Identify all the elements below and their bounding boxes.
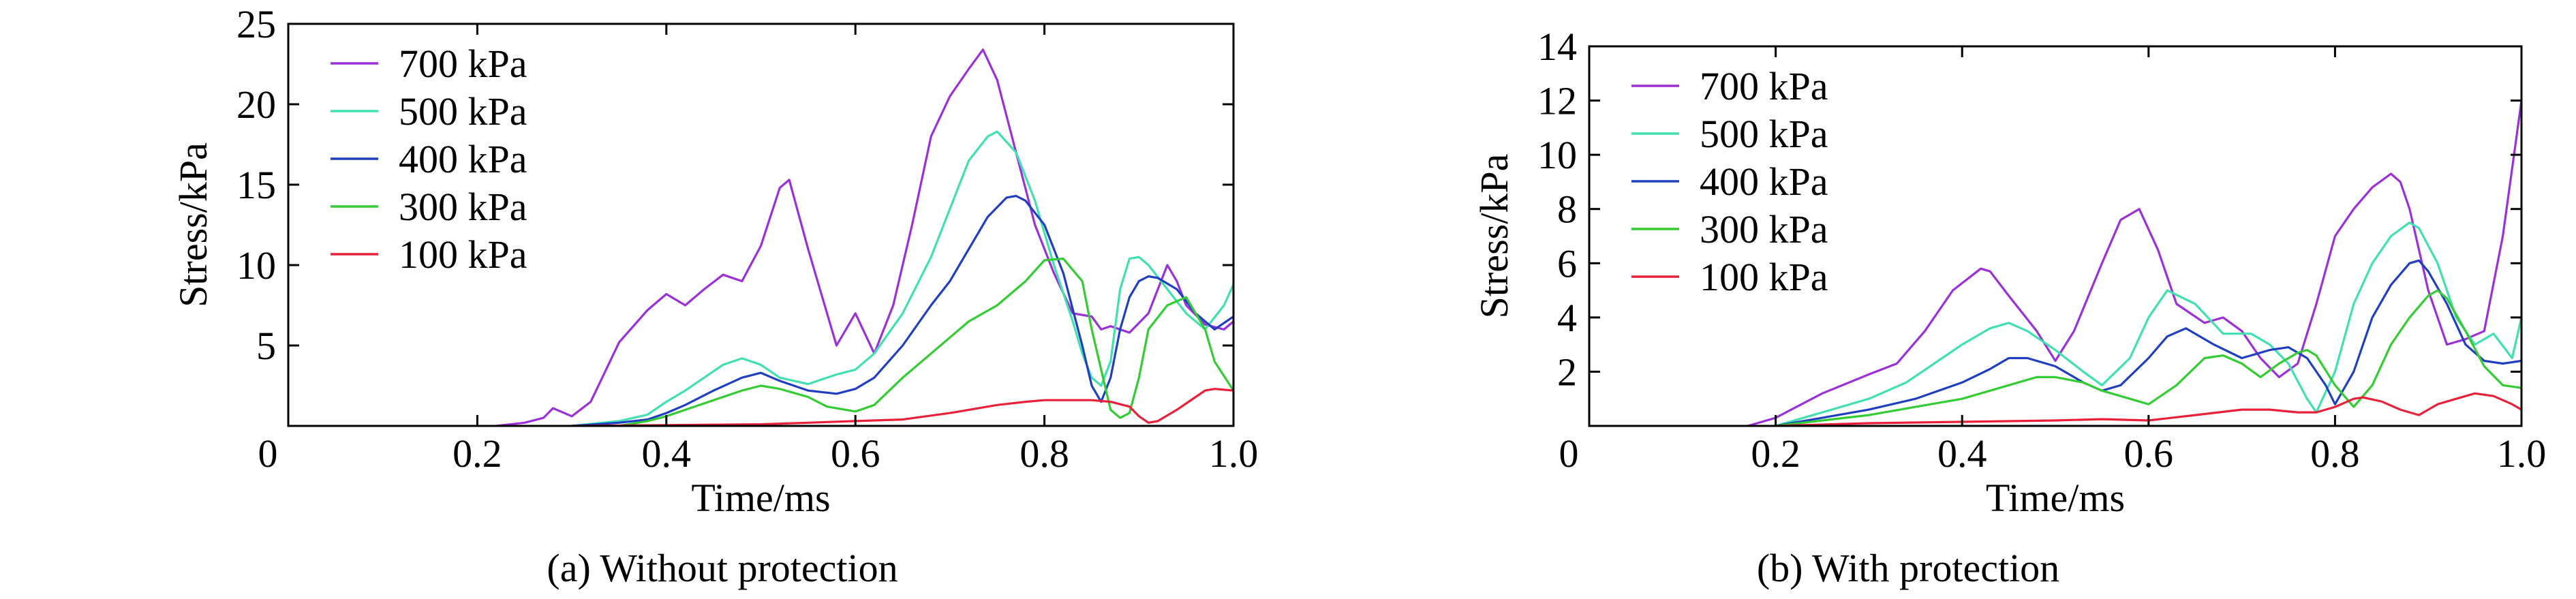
chart-with-protection: 0 0.2 0.4 0.6 0.8 1.0 2 4 6 8 10 12 14 Time/ms Stress/… bbox=[1472, 25, 2547, 520]
legend-label: 500 kPa bbox=[1700, 112, 1828, 156]
series-line-500-kpa bbox=[570, 130, 1233, 426]
legend-label: 300 kPa bbox=[1700, 207, 1828, 251]
y-tick-label: 8 bbox=[1557, 187, 1577, 232]
x-tick-label: 0 bbox=[258, 431, 278, 476]
y-tick-label: 20 bbox=[236, 82, 276, 127]
series-line-500-kpa bbox=[1775, 221, 2521, 426]
series-line-400-kpa bbox=[1775, 259, 2521, 426]
series-line-100-kpa bbox=[1775, 392, 2521, 426]
x-tick-label: 0.4 bbox=[642, 431, 692, 476]
legend-label: 400 kPa bbox=[1700, 159, 1828, 204]
series-line-400-kpa bbox=[570, 194, 1233, 426]
x-tick-label: 1.0 bbox=[2497, 431, 2547, 476]
y-tick-label: 10 bbox=[236, 243, 276, 288]
caption-without-protection: (a) Without protection bbox=[547, 546, 898, 590]
y-tick-label: 10 bbox=[1537, 133, 1577, 177]
x-tick-label: 0.6 bbox=[831, 431, 880, 476]
x-tick-label: 0.2 bbox=[453, 431, 502, 476]
legend-label: 700 kPa bbox=[1700, 64, 1828, 108]
series-line-100-kpa bbox=[570, 388, 1233, 426]
x-tick-label: 0.4 bbox=[1937, 431, 1987, 476]
legend-label: 100 kPa bbox=[1700, 255, 1828, 299]
series-line-300-kpa bbox=[1775, 289, 2521, 426]
y-tick-label: 6 bbox=[1557, 241, 1577, 286]
legend-label: 500 kPa bbox=[399, 89, 527, 134]
legend-label: 100 kPa bbox=[399, 232, 527, 277]
legend-label: 700 kPa bbox=[399, 42, 527, 86]
x-axis-label: Time/ms bbox=[1986, 476, 2125, 520]
y-axis-label: Stress/kPa bbox=[1472, 154, 1516, 319]
x-tick-label: 0 bbox=[1559, 431, 1579, 476]
y-tick-label: 4 bbox=[1557, 296, 1577, 340]
series-line-700-kpa bbox=[495, 48, 1233, 426]
chart-without-protection: 0 0.2 0.4 0.6 0.8 1.0 5 10 15 20 25 Time/ms Stress/k… bbox=[171, 2, 1259, 520]
series-line-700-kpa bbox=[1747, 99, 2521, 426]
y-axis-label: Stress/kPa bbox=[171, 142, 215, 307]
chart-panel-with-protection: 0 0.2 0.4 0.6 0.8 1.0 2 4 6 8 10 12 14 Time/ms Stress/… bbox=[1288, 0, 2576, 599]
x-axis-label: Time/ms bbox=[691, 476, 830, 520]
legend-label: 300 kPa bbox=[399, 185, 527, 229]
x-tick-label: 0.2 bbox=[1751, 431, 1800, 476]
caption-with-protection: (b) With protection bbox=[1756, 546, 2060, 590]
y-tick-label: 12 bbox=[1537, 79, 1577, 123]
y-tick-label: 2 bbox=[1557, 350, 1577, 394]
x-tick-label: 0.8 bbox=[1019, 431, 1069, 476]
x-tick-label: 0.6 bbox=[2124, 431, 2174, 476]
series-line-300-kpa bbox=[617, 258, 1233, 426]
y-tick-label: 5 bbox=[256, 324, 276, 368]
x-tick-label: 0.8 bbox=[2310, 431, 2360, 476]
chart-panel-without-protection: 0 0.2 0.4 0.6 0.8 1.0 5 10 15 20 25 Time/ms Stress/k… bbox=[171, 2, 1259, 520]
plot-frame bbox=[287, 22, 1235, 427]
x-tick-label: 1.0 bbox=[1209, 431, 1259, 476]
y-tick-label: 14 bbox=[1537, 25, 1577, 69]
legend-label: 400 kPa bbox=[399, 137, 527, 181]
y-tick-label: 15 bbox=[236, 163, 276, 207]
y-tick-label: 25 bbox=[236, 2, 276, 46]
plot-frame bbox=[1588, 45, 2523, 427]
